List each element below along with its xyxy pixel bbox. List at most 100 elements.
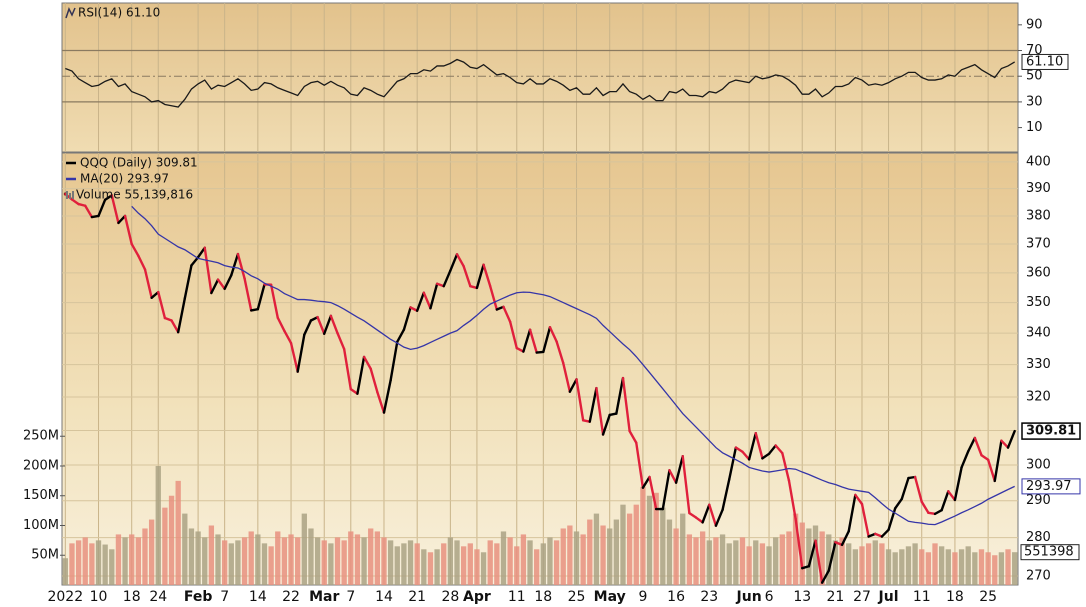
volume-bar xyxy=(202,537,208,585)
price-segment xyxy=(947,490,957,502)
price-segment xyxy=(548,326,558,343)
price-segment xyxy=(953,466,963,502)
price-segment xyxy=(661,469,671,511)
price-segment xyxy=(900,476,910,501)
price-segment xyxy=(130,242,140,257)
rsi-panel xyxy=(61,2,1019,153)
price-segment xyxy=(734,446,744,453)
volume-bar xyxy=(427,552,434,585)
volume-bar xyxy=(354,534,361,585)
volume-bar xyxy=(281,537,288,585)
volume-bar xyxy=(135,537,142,585)
volume-bar xyxy=(381,537,387,585)
volume-bar xyxy=(414,543,420,585)
price-panel xyxy=(61,152,1019,586)
price-segment xyxy=(555,340,565,365)
volume-bar xyxy=(314,537,321,585)
volume-bar xyxy=(812,525,819,585)
price-segment xyxy=(681,455,691,515)
price-segment xyxy=(150,290,160,299)
price-segment xyxy=(176,297,187,334)
volume-bar xyxy=(978,549,985,585)
price-segment xyxy=(522,328,532,353)
volume-bar xyxy=(746,546,752,585)
volume-bar xyxy=(487,540,493,585)
volume-bar xyxy=(215,534,221,585)
price-segment xyxy=(190,256,200,267)
volume-bar xyxy=(925,552,932,585)
volume-bar xyxy=(560,528,566,585)
volume-bar xyxy=(600,525,606,585)
volume-bar xyxy=(666,519,673,585)
volume-bar xyxy=(168,495,175,585)
volume-bar xyxy=(295,537,301,585)
volume-bar xyxy=(228,543,234,585)
value-box xyxy=(1021,422,1081,440)
volume-bar xyxy=(301,513,307,585)
x-tick-label: 7 xyxy=(346,589,355,605)
volume-bar xyxy=(308,528,314,585)
price-segment xyxy=(515,346,525,353)
x-tick-label: 7 xyxy=(220,589,229,605)
volume-bar xyxy=(646,495,653,585)
price-segment xyxy=(415,291,426,312)
volume-bar xyxy=(235,540,241,585)
x-tick-label: 18 xyxy=(946,589,964,605)
legend-entry: MA(20) 293.97 xyxy=(80,172,169,186)
price-segment xyxy=(462,265,472,288)
volume-bar xyxy=(972,552,978,585)
volume-bar xyxy=(998,552,1005,585)
volume-bar xyxy=(75,540,82,585)
x-tick-label: 21 xyxy=(408,589,426,605)
x-tick-label: 11 xyxy=(508,589,526,605)
volume-bar xyxy=(328,543,334,585)
volume-bar xyxy=(374,531,381,585)
y-tick-label: 340 xyxy=(1026,326,1051,341)
y-tick-label: 50 xyxy=(1026,69,1043,84)
volume-bar xyxy=(912,543,918,585)
volume-bar xyxy=(832,540,839,585)
volume-bar xyxy=(547,537,553,585)
legend-entry: Volume 55,139,816 xyxy=(76,188,193,202)
price-segment xyxy=(542,326,552,354)
x-tick-label: 23 xyxy=(700,589,718,605)
volume-bar xyxy=(640,486,646,585)
x-tick-label: Mar xyxy=(309,589,339,605)
price-segment xyxy=(601,413,611,436)
legend-icon xyxy=(66,191,68,199)
volume-bar xyxy=(527,540,533,585)
price-segment xyxy=(827,540,837,572)
volume-bar xyxy=(421,549,427,585)
y2-tick-label: 50M xyxy=(31,548,59,563)
x-tick-label: 18 xyxy=(534,589,552,605)
volume-bar xyxy=(514,546,520,585)
price-segment xyxy=(84,204,94,219)
price-segment xyxy=(807,539,817,568)
volume-bar xyxy=(129,534,135,585)
volume-bar xyxy=(221,540,228,585)
value-box-label: 551398 xyxy=(1024,545,1074,560)
volume-bar xyxy=(69,543,75,585)
y-tick-label: 30 xyxy=(1026,94,1043,109)
y2-tick-label: 150M xyxy=(23,488,59,503)
volume-bar xyxy=(885,549,892,585)
x-tick-label: 10 xyxy=(90,589,108,605)
price-segment xyxy=(309,315,319,322)
price-segment xyxy=(482,263,492,288)
price-segment xyxy=(475,263,485,290)
volume-bar xyxy=(726,543,732,585)
price-segment xyxy=(449,253,459,272)
volume-bar xyxy=(932,543,938,585)
price-segment xyxy=(223,274,233,291)
y-tick-label: 380 xyxy=(1026,208,1051,223)
price-segment xyxy=(913,475,923,503)
price-segment xyxy=(97,198,107,218)
volume-bar xyxy=(288,534,294,585)
volume-bar xyxy=(852,549,859,585)
price-segment xyxy=(628,429,638,444)
ma-line xyxy=(131,205,1015,526)
x-tick-label: May xyxy=(594,589,626,605)
volume-bar xyxy=(686,534,693,585)
volume-bar xyxy=(633,504,639,585)
volume-bar xyxy=(387,540,394,585)
